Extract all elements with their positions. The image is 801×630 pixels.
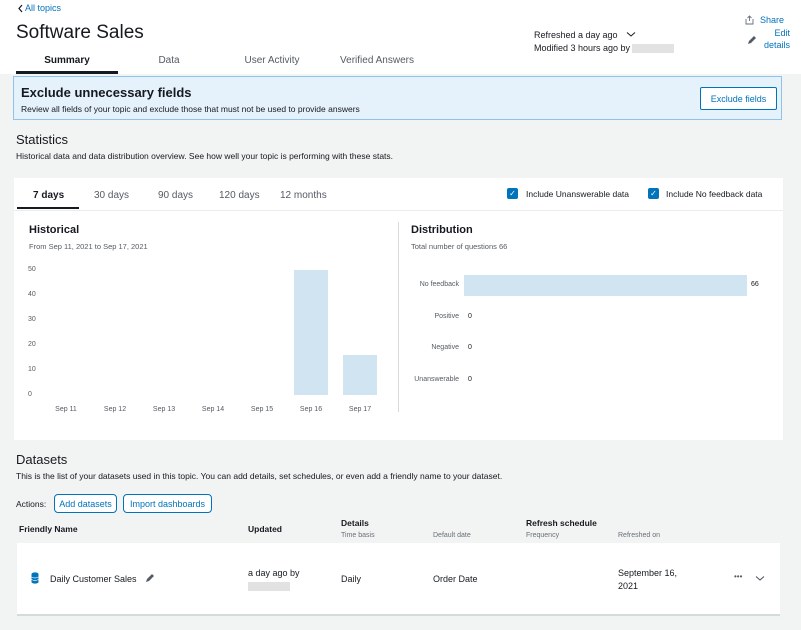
y-tick-label: 0: [28, 391, 32, 398]
x-tick-label: Sep 13: [152, 406, 176, 413]
pencil-icon: [748, 36, 756, 44]
banner-text: Review all fields of your topic and excl…: [21, 104, 360, 114]
column-details: Details: [341, 518, 369, 528]
page-header: All topics Software Sales Refreshed a da…: [0, 0, 801, 74]
historical-title: Historical: [29, 224, 80, 236]
share-icon: [745, 15, 754, 25]
range-tab-120-days[interactable]: 120 days: [219, 190, 260, 201]
include-no-feedback-label: Include No feedback data: [666, 189, 763, 199]
range-tab-30-days[interactable]: 30 days: [94, 190, 130, 201]
table-row: Daily Customer Sales a day ago by Daily …: [17, 543, 780, 616]
dataset-refreshed-line2: 2021: [618, 581, 639, 591]
x-tick-label: Sep 14: [201, 406, 225, 413]
include-unanswerable-checkbox[interactable]: ✓: [507, 188, 518, 199]
datasets-title: Datasets: [16, 452, 68, 467]
refresh-status[interactable]: Refreshed a day ago: [534, 29, 674, 42]
y-tick-label: 50: [28, 266, 36, 273]
expand-row-chevron-icon[interactable]: [755, 575, 765, 582]
tab-divider: [14, 210, 783, 211]
statistics-description: Historical data and data distribution ov…: [16, 151, 394, 161]
x-tick-label: Sep 17: [348, 406, 372, 413]
actions-label: Actions:: [16, 499, 47, 509]
column-refreshed-on: Refreshed on: [618, 532, 661, 539]
column-frequency: Frequency: [526, 532, 560, 539]
dataset-refreshed-line1: September 16,: [618, 568, 678, 578]
historical-bar[interactable]: [294, 270, 328, 395]
edit-details-button[interactable]: Edit details: [763, 28, 790, 50]
redacted-updater: [248, 582, 290, 591]
include-unanswerable-label: Include Unanswerable data: [526, 189, 630, 199]
y-tick-label: 30: [28, 316, 36, 323]
distribution-total: Total number of questions 66: [411, 242, 508, 251]
range-tab-12-months[interactable]: 12 months: [280, 190, 327, 201]
banner-title: Exclude unnecessary fields: [21, 85, 192, 100]
historical-range: From Sep 11, 2021 to Sep 17, 2021: [29, 242, 148, 251]
exclude-fields-button[interactable]: Exclude fields: [700, 87, 777, 110]
distribution-category-label: Positive: [434, 312, 459, 320]
redacted-user: [632, 44, 675, 54]
distribution-value-label: 0: [468, 375, 472, 383]
column-friendly-name: Friendly Name: [19, 524, 78, 534]
distribution-bar[interactable]: [464, 274, 747, 296]
add-datasets-button[interactable]: Add datasets: [54, 494, 117, 513]
import-dashboards-button[interactable]: Import dashboards: [123, 494, 212, 513]
distribution-category-label: No feedback: [419, 281, 459, 288]
tab-verified-answers[interactable]: Verified Answers: [340, 55, 414, 66]
y-tick-label: 20: [28, 341, 36, 348]
panel-divider: [398, 222, 399, 412]
chevron-down-icon: [626, 32, 636, 37]
column-refresh-schedule: Refresh schedule: [526, 518, 597, 528]
back-link[interactable]: All topics: [17, 3, 61, 13]
database-icon: [31, 572, 39, 584]
historical-bar[interactable]: [343, 355, 377, 395]
active-tab-indicator: [17, 207, 79, 209]
tab-bar: Summary Data User Activity Verified Answ…: [16, 53, 432, 74]
x-tick-label: Sep 12: [103, 406, 127, 413]
column-time-basis: Time basis: [341, 532, 375, 539]
tab-summary[interactable]: Summary: [16, 53, 118, 74]
share-button[interactable]: Share: [744, 14, 784, 26]
modified-text: Modified 3 hours ago by: [534, 43, 631, 53]
range-tab-90-days[interactable]: 90 days: [158, 190, 194, 201]
distribution-value-label: 0: [468, 344, 472, 351]
tab-user-activity[interactable]: User Activity: [244, 55, 300, 66]
edit-name-pencil-icon[interactable]: [145, 573, 155, 583]
dataset-default-date: Order Date: [433, 574, 478, 584]
distribution-category-label: Negative: [431, 344, 459, 351]
datasets-description: This is the list of your datasets used i…: [16, 471, 503, 481]
statistics-title: Statistics: [16, 132, 69, 147]
page-title: Software Sales: [16, 22, 144, 43]
distribution-title: Distribution: [411, 224, 473, 236]
tab-data[interactable]: Data: [158, 55, 180, 66]
x-tick-label: Sep 11: [55, 406, 77, 413]
back-link-label: All topics: [25, 3, 62, 13]
distribution-value-label: 0: [468, 312, 472, 320]
exclude-fields-banner: Exclude unnecessary fields Review all fi…: [13, 76, 782, 120]
distribution-category-label: Unanswerable: [414, 375, 459, 383]
y-tick-label: 40: [28, 291, 36, 298]
statistics-card: 7 days 30 days 90 days 120 days 12 month…: [14, 178, 783, 440]
dataset-name-link[interactable]: Daily Customer Sales: [50, 574, 137, 584]
x-tick-label: Sep 16: [299, 406, 323, 413]
include-no-feedback-checkbox[interactable]: ✓: [648, 188, 659, 199]
dataset-updated: a day ago by: [248, 568, 300, 578]
x-tick-label: Sep 15: [250, 406, 274, 413]
y-tick-label: 10: [28, 366, 36, 373]
distribution-value-label: 66: [751, 281, 759, 288]
column-updated: Updated: [248, 524, 282, 534]
column-default-date: Default date: [433, 532, 471, 539]
range-tab-7-days[interactable]: 7 days: [33, 190, 65, 201]
chevron-left-icon: [18, 4, 23, 12]
refresh-meta: Refreshed a day ago Modified 3 hours ago…: [534, 29, 675, 55]
more-actions-icon[interactable]: •••: [734, 572, 743, 581]
dataset-time-basis: Daily: [341, 574, 362, 584]
